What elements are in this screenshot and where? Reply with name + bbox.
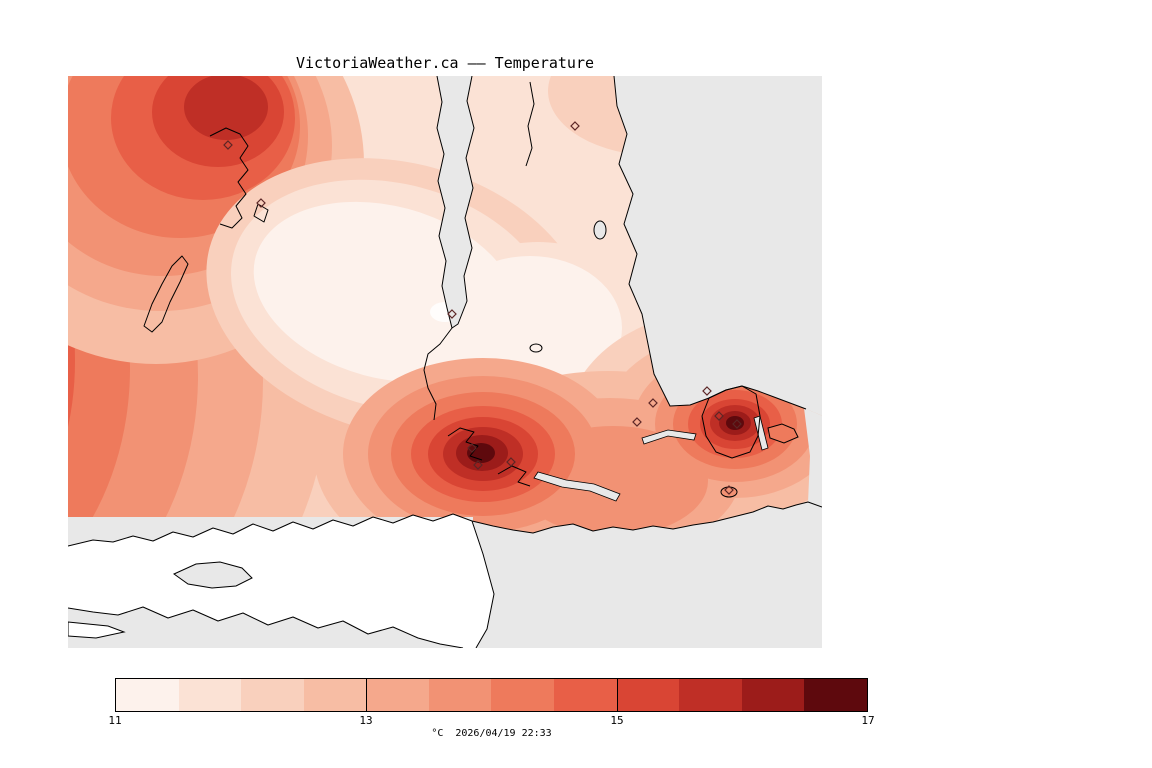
colorbar-segment: [428, 679, 492, 711]
colorbar-segment: [679, 679, 742, 711]
contour-band: [467, 443, 495, 463]
strait-water: [68, 514, 494, 648]
south-water-mask: [472, 502, 822, 648]
victoria-coast-detail-1: [447, 427, 483, 461]
coastlines: [68, 76, 822, 648]
station-marker: [702, 386, 712, 396]
strait-channel-1: [533, 471, 621, 502]
colorbar-segment: [554, 679, 617, 711]
lake-outline: [143, 255, 189, 333]
right-edge-water: [804, 408, 822, 507]
colorbar-caption: °C 2026/04/19 22:33: [115, 728, 868, 739]
colorbar-ticks: 11 13 15 17: [108, 712, 874, 727]
station-marker: [506, 457, 516, 467]
colorbar-segment: [366, 679, 429, 711]
small-lake: [593, 220, 607, 240]
tiny-island-outline: [529, 343, 543, 353]
no-data-masks: [68, 76, 822, 648]
station-marker: [473, 460, 483, 470]
station-marker: [467, 443, 477, 453]
station-marker: [256, 198, 266, 208]
colorbar-segment: [178, 679, 242, 711]
colorbar-unit-label: °C: [431, 728, 444, 739]
fjord-coast: [525, 81, 535, 167]
corner-channel-water: [68, 621, 126, 639]
colorbar-tick-label: 11: [108, 714, 122, 727]
colorbar-timestamp: 2026/04/19 22:33: [455, 728, 552, 739]
station-marker: [732, 419, 742, 429]
page-title: VictoriaWeather.ca —— Temperature: [295, 54, 594, 72]
south-small-island: [720, 486, 738, 498]
colorbar-tick-label: 15: [610, 714, 624, 727]
colorbar-gradient: [115, 678, 868, 712]
finlayson-arm-coast: [423, 327, 453, 421]
contour-band: [726, 416, 744, 430]
east-water-mask: [614, 76, 822, 416]
victoria-coast-detail-2: [497, 465, 531, 487]
east-small-island: [767, 423, 799, 444]
map-svg: [68, 76, 822, 648]
station-marker: [648, 398, 658, 408]
island-east-coastline: [613, 76, 807, 410]
strait-channel-3: [753, 415, 769, 451]
temperature-map: [68, 76, 822, 648]
station-marker: [714, 411, 724, 421]
strait-south-coastline: [68, 606, 464, 648]
colorbar-tick-label: 17: [861, 714, 875, 727]
hotspot-island-coast: [701, 385, 761, 459]
inlet-detail: [253, 203, 269, 223]
colorbar-segment: [616, 679, 680, 711]
colorbar-segment: [303, 679, 367, 711]
small-islands: [529, 220, 799, 498]
station-marker: [447, 309, 457, 319]
south-coastline: [471, 501, 822, 534]
colorbar-segment: [741, 679, 805, 711]
strait-island: [173, 561, 253, 589]
contour-band: [184, 76, 268, 140]
peninsula-coast-detail: [209, 127, 249, 229]
strait-channel-2: [641, 429, 697, 445]
station-marker: [223, 140, 233, 150]
station-marker: [632, 417, 642, 427]
strait-north-coastline: [68, 513, 495, 648]
colorbar-tick-label: 13: [359, 714, 373, 727]
station-marker: [724, 485, 734, 495]
station-marker: [570, 121, 580, 131]
colorbar-segment: [491, 679, 555, 711]
juan-de-fuca-strait: [68, 514, 494, 648]
saanich-inlet-water: [437, 76, 474, 328]
colorbar-segment: [804, 679, 867, 711]
colorbar: 11 13 15 17 °C 2026/04/19 22:33: [108, 678, 875, 739]
colorbar-segment: [116, 679, 179, 711]
station-markers: [223, 121, 742, 495]
colorbar-segment: [241, 679, 304, 711]
